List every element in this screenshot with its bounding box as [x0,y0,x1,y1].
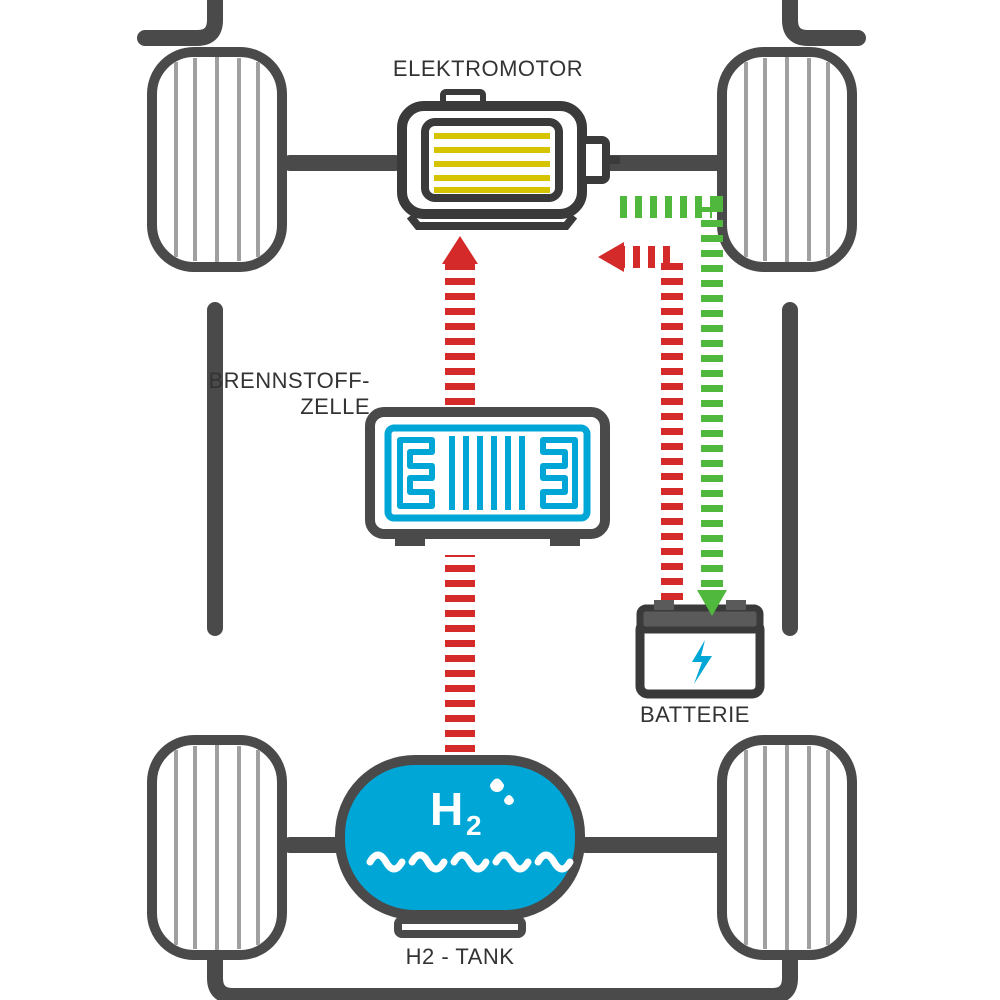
wheel-rear-right [722,740,852,955]
wheel-front-right [722,52,852,267]
electric-motor-icon [402,92,620,226]
fuel-cell-icon [370,412,605,542]
wheel-rear-left [152,740,282,955]
svg-text:2: 2 [466,810,482,841]
fuelcell-vehicle-diagram: H 2 [0,0,1000,1000]
motor-label: ELEKTROMOTOR [348,56,628,82]
battery-icon [640,600,760,694]
h2-tank-icon: H 2 [340,760,580,934]
fuelcell-label: BRENNSTOFF-ZELLE [150,368,370,421]
battery-label: BATTERIE [640,702,800,728]
tank-label: H2 - TANK [380,944,540,970]
svg-text:H: H [430,783,463,835]
wheel-front-left [152,52,282,267]
